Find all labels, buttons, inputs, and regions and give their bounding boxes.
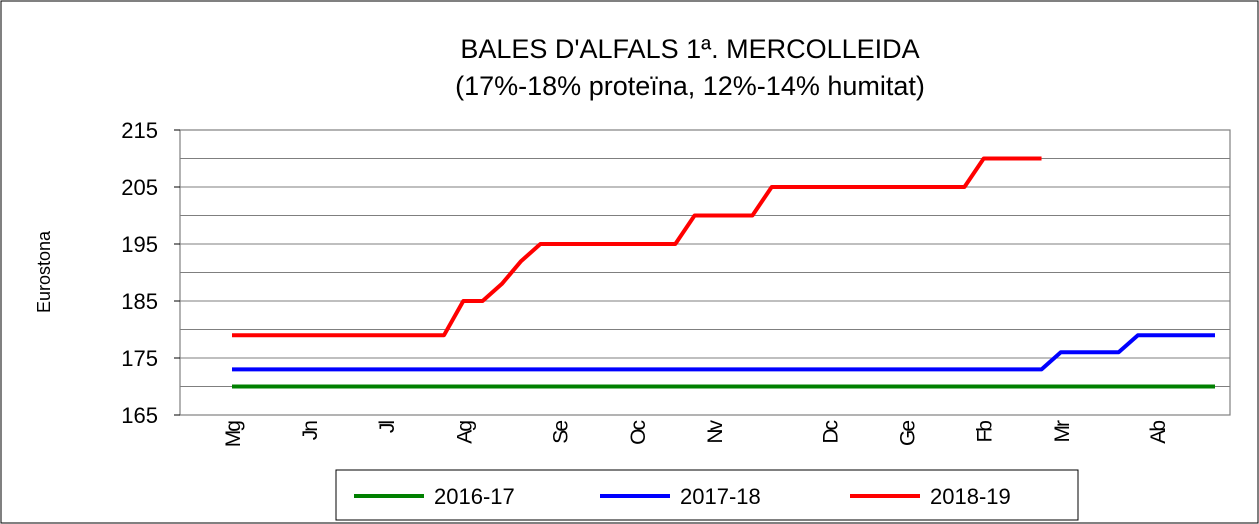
y-tick-label: 165 [121, 403, 158, 428]
x-tick-label: Se [550, 421, 573, 444]
x-tick-label: Nv [704, 420, 727, 444]
y-tick-label: 215 [121, 118, 158, 143]
y-tick-label: 205 [121, 175, 158, 200]
x-tick-label: Mg [222, 421, 245, 447]
plot-area [179, 129, 1231, 416]
x-tick-label: Oc [627, 421, 650, 445]
x-tick-label: Mr [1051, 420, 1074, 442]
x-tick-label: Ab [1147, 421, 1170, 444]
x-tick-label: Dc [820, 421, 843, 444]
y-tick-label: 175 [121, 346, 158, 371]
legend-label: 2016-17 [434, 484, 515, 509]
chart-title: BALES D'ALFALS 1ª. MERCOLLEIDA [460, 34, 919, 64]
x-tick-label: Ag [453, 421, 476, 444]
legend-label: 2017-18 [680, 484, 761, 509]
y-axis-label: Eurostona [34, 230, 54, 313]
series-line [232, 333, 1215, 372]
x-tick-label: Fb [974, 421, 997, 443]
x-tick-label: Ge [897, 421, 920, 446]
x-tick-label: Jn [299, 421, 322, 441]
series-line [232, 156, 1042, 338]
x-tick-label: Jl [376, 421, 399, 434]
y-tick-label: 195 [121, 232, 158, 257]
legend-box [335, 469, 1079, 521]
legend-label: 2018-19 [930, 484, 1011, 509]
y-tick-label: 185 [121, 289, 158, 314]
chart-subtitle: (17%-18% proteïna, 12%-14% humitat) [455, 71, 925, 101]
